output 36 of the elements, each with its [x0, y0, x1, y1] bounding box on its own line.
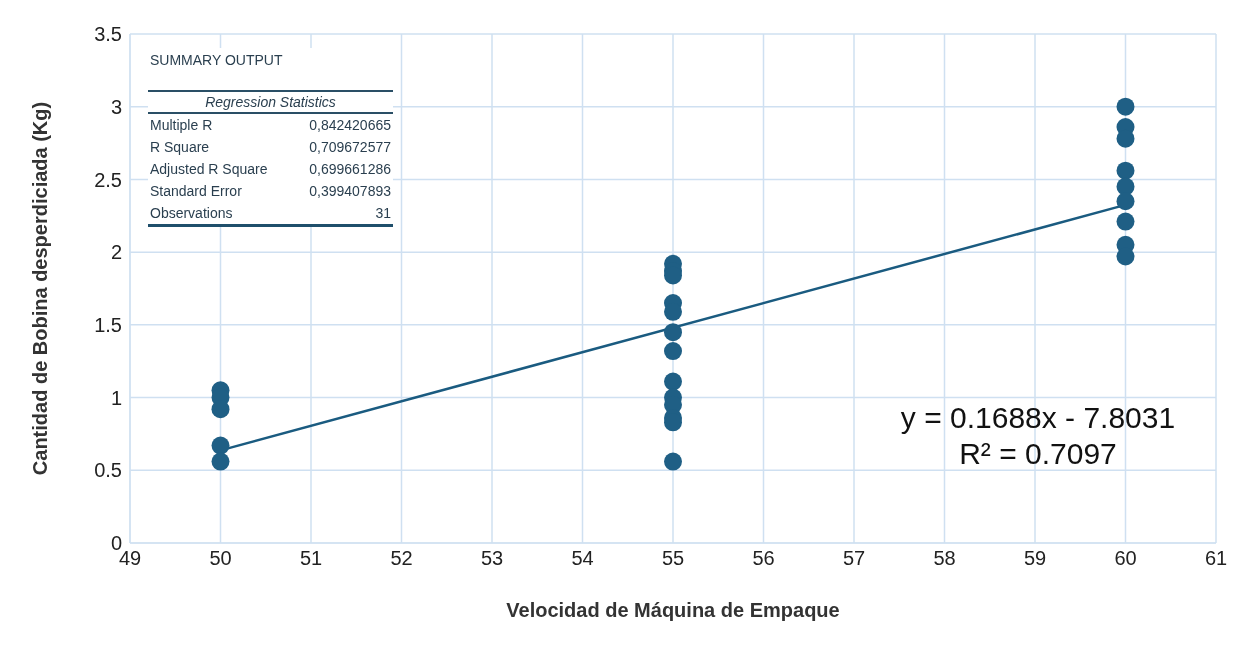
annotation: Regression Statistics — [148, 90, 393, 114]
y-tick-label: 0.5 — [94, 459, 122, 482]
y-tick-label: 2.5 — [94, 168, 122, 191]
x-tick-label: 50 — [209, 547, 232, 570]
annotation: 0,399407893 — [309, 183, 391, 199]
annotation: Adjusted R Square — [150, 161, 268, 177]
x-tick-label: 58 — [933, 547, 956, 570]
y-tick-label: 2 — [110, 241, 122, 264]
x-tick-label: 51 — [299, 547, 323, 570]
x-tick-label: 61 — [1204, 547, 1228, 570]
y-axis-title: Cantidad de Bobina desperdiciada (Kg) — [29, 101, 52, 476]
y-tick-label: 1 — [110, 386, 122, 409]
annotation: R Square — [150, 139, 210, 155]
x-tick-label: 60 — [1114, 547, 1137, 570]
annotation: y = 0.1688x - 7.8031 — [899, 400, 1177, 436]
y-tick-label: 1.5 — [94, 313, 122, 336]
x-tick-label: 54 — [571, 547, 594, 570]
x-tick-label: 52 — [390, 547, 413, 570]
x-tick-label: 53 — [480, 547, 504, 570]
x-axis-title: Velocidad de Máquina de Empaque — [506, 599, 840, 622]
annotation: 31 — [375, 205, 391, 221]
annotation: R² = 0.7097 — [958, 436, 1118, 472]
y-tick-label: 3.5 — [94, 23, 122, 46]
y-tick-label: 3 — [110, 95, 122, 118]
x-tick-label: 57 — [842, 547, 866, 570]
x-tick-label: 55 — [661, 547, 685, 570]
annotation: Multiple R — [150, 117, 213, 133]
annotation: 0,842420665 — [309, 117, 391, 133]
annotation: 0,709672577 — [309, 139, 391, 155]
y-tick-label: 0 — [110, 532, 122, 555]
annotation: SUMMARY OUTPUT — [149, 51, 284, 70]
annotation: 0,699661286 — [309, 161, 391, 177]
annotation: Observations — [150, 205, 233, 221]
x-tick-label: 56 — [752, 547, 775, 570]
x-tick-label: 59 — [1023, 547, 1047, 570]
annotation: Standard Error — [150, 183, 242, 199]
